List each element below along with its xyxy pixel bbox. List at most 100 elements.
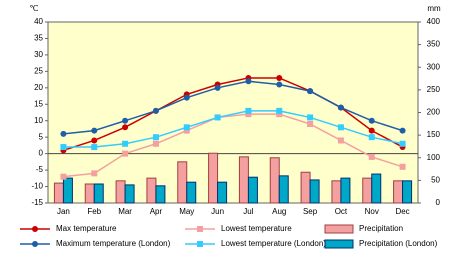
y2-tick-label: 200 [427,108,441,117]
bar [177,161,188,204]
legend-label: Precipitation (London) [359,239,438,248]
x-tick-label: Dec [395,207,409,216]
marker [122,150,129,157]
bar [115,180,126,204]
y-unit: ℃ [30,4,39,13]
x-tick-label: Jul [243,207,253,216]
y2-tick-label: 50 [431,175,440,184]
legend-marker [32,241,38,247]
marker [276,107,283,114]
x-tick-label: Jun [211,207,224,216]
marker [91,127,98,134]
legend-label: Max temperature [56,224,117,233]
x-tick-label: May [179,207,194,216]
marker [60,144,67,151]
marker [152,140,159,147]
bar [331,180,342,204]
x-tick-label: Mar [118,207,132,216]
line [63,113,403,178]
marker [122,124,129,131]
bar [84,183,95,204]
marker [337,104,344,111]
bar [146,177,157,204]
y-tick-label: 35 [34,34,43,43]
marker [214,114,221,121]
marker [307,114,314,121]
marker [183,124,190,131]
marker [368,153,375,160]
y-tick-label: -10 [31,182,43,191]
y-tick-label: 20 [34,83,43,92]
marker [368,117,375,124]
marker [399,163,406,170]
line [63,80,403,135]
y-tick-label: 10 [34,116,43,125]
x-tick-label: Nov [365,207,379,216]
marker [276,74,283,81]
marker [245,107,252,114]
y2-tick-label: 350 [427,40,441,49]
legend-label: Lowest temperature (London) [221,239,326,248]
marker [91,170,98,177]
line [63,77,403,152]
x-tick-label: Oct [335,207,348,216]
marker [60,130,67,137]
marker [307,121,314,128]
marker [152,134,159,141]
marker [245,111,252,118]
bar [208,152,219,204]
y-tick-label: 0 [39,149,44,158]
bar [300,171,311,204]
y-tick-label: 5 [39,132,44,141]
bar [124,184,135,204]
marker [183,94,190,101]
y2-tick-label: 0 [436,198,441,207]
marker [399,127,406,134]
marker [91,137,98,144]
legend-marker [197,226,203,232]
bar [393,180,404,204]
legend-marker [197,241,203,247]
x-tick-label: Sep [303,207,318,216]
x-tick-label: Jan [57,207,70,216]
y-tick-label: 30 [34,50,43,59]
bar [278,175,289,204]
y2-tick-label: 100 [427,153,441,162]
marker [368,127,375,134]
legend-label: Precipitation [359,224,403,233]
y-tick-label: 15 [34,99,43,108]
y-tick-label: -5 [36,165,44,174]
marker [214,84,221,91]
bar [217,181,228,204]
bar [155,185,166,204]
y2-tick-label: 300 [427,62,441,71]
x-tick-label: Aug [272,207,286,216]
marker [152,107,159,114]
marker [245,78,252,85]
bar [238,156,249,204]
legend-label: Maximum temperature (London) [56,239,171,248]
bar [269,157,280,204]
marker [276,111,283,118]
bar [340,177,351,204]
y-tick-label: 25 [34,66,43,75]
bar [371,173,382,204]
y2-tick-label: 250 [427,85,441,94]
legend-marker [32,226,38,232]
x-tick-label: Feb [87,207,101,216]
marker [337,137,344,144]
bar [62,177,73,204]
y-tick-label: 40 [34,17,43,26]
plot-area [47,21,419,204]
marker [276,81,283,88]
bar [53,182,64,204]
marker [91,144,98,151]
legend-label: Lowest temperature [221,224,292,233]
marker [337,124,344,131]
bar [402,180,413,204]
marker [399,140,406,147]
marker [183,127,190,134]
marker [307,88,314,95]
bar [362,177,373,204]
